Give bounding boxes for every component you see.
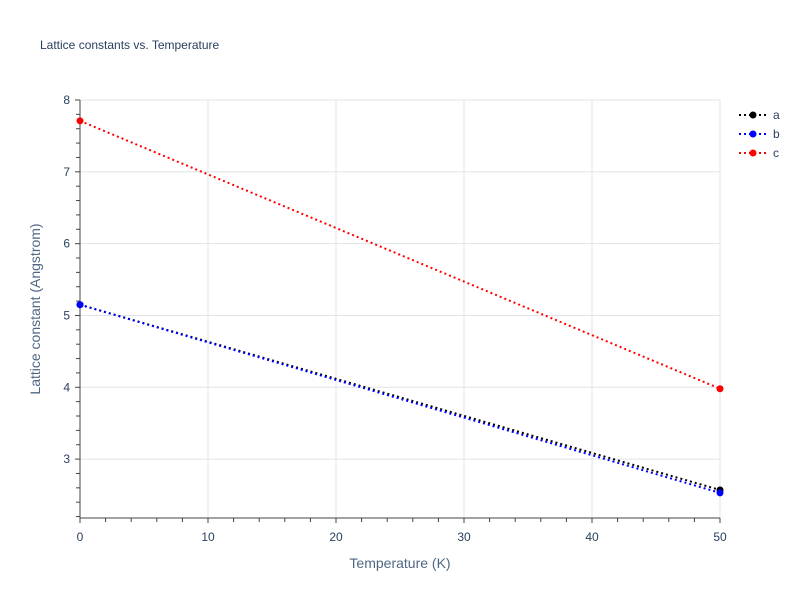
series-layer bbox=[76, 117, 724, 497]
x-tick-label: 40 bbox=[585, 530, 599, 544]
data-point-c[interactable] bbox=[76, 117, 84, 125]
data-point-c[interactable] bbox=[716, 385, 724, 393]
series-line-a[interactable] bbox=[79, 303, 721, 491]
y-tick-label: 3 bbox=[63, 452, 70, 466]
legend-label: a bbox=[773, 108, 780, 122]
x-axis-title: Temperature (K) bbox=[349, 555, 450, 571]
series-line-c[interactable] bbox=[79, 119, 721, 390]
legend-swatch-marker bbox=[749, 130, 757, 138]
legend-label: b bbox=[773, 127, 780, 141]
chart-title: Lattice constants vs. Temperature bbox=[40, 38, 220, 52]
y-tick-label: 5 bbox=[63, 308, 70, 322]
axis-layer: 0 10 20 30 40 50 3 4 5 6 7 8 bbox=[63, 93, 727, 544]
series-a[interactable] bbox=[76, 301, 724, 494]
y-tick-label: 7 bbox=[63, 165, 70, 179]
legend[interactable]: abc bbox=[739, 108, 780, 160]
x-tick-label: 30 bbox=[457, 530, 471, 544]
x-tick-label: 0 bbox=[77, 530, 84, 544]
data-point-b[interactable] bbox=[716, 489, 724, 497]
y-axis-title: Lattice constant (Angstrom) bbox=[27, 223, 43, 394]
series-c[interactable] bbox=[76, 117, 724, 393]
legend-item-b[interactable]: b bbox=[739, 127, 780, 141]
data-point-b[interactable] bbox=[76, 301, 84, 309]
series-b[interactable] bbox=[76, 301, 724, 497]
grid-layer bbox=[80, 99, 721, 518]
x-tick-label: 50 bbox=[713, 530, 727, 544]
x-tick-label: 10 bbox=[201, 530, 215, 544]
legend-item-a[interactable]: a bbox=[739, 108, 780, 122]
legend-label: c bbox=[773, 146, 779, 160]
y-tick-label: 4 bbox=[63, 380, 70, 394]
y-tick-label: 6 bbox=[63, 237, 70, 251]
legend-swatch-marker bbox=[749, 149, 757, 157]
x-tick-label: 20 bbox=[329, 530, 343, 544]
series-line-b[interactable] bbox=[79, 303, 721, 494]
legend-swatch-marker bbox=[749, 111, 757, 119]
y-tick-label: 8 bbox=[63, 93, 70, 107]
legend-item-c[interactable]: c bbox=[739, 146, 779, 160]
